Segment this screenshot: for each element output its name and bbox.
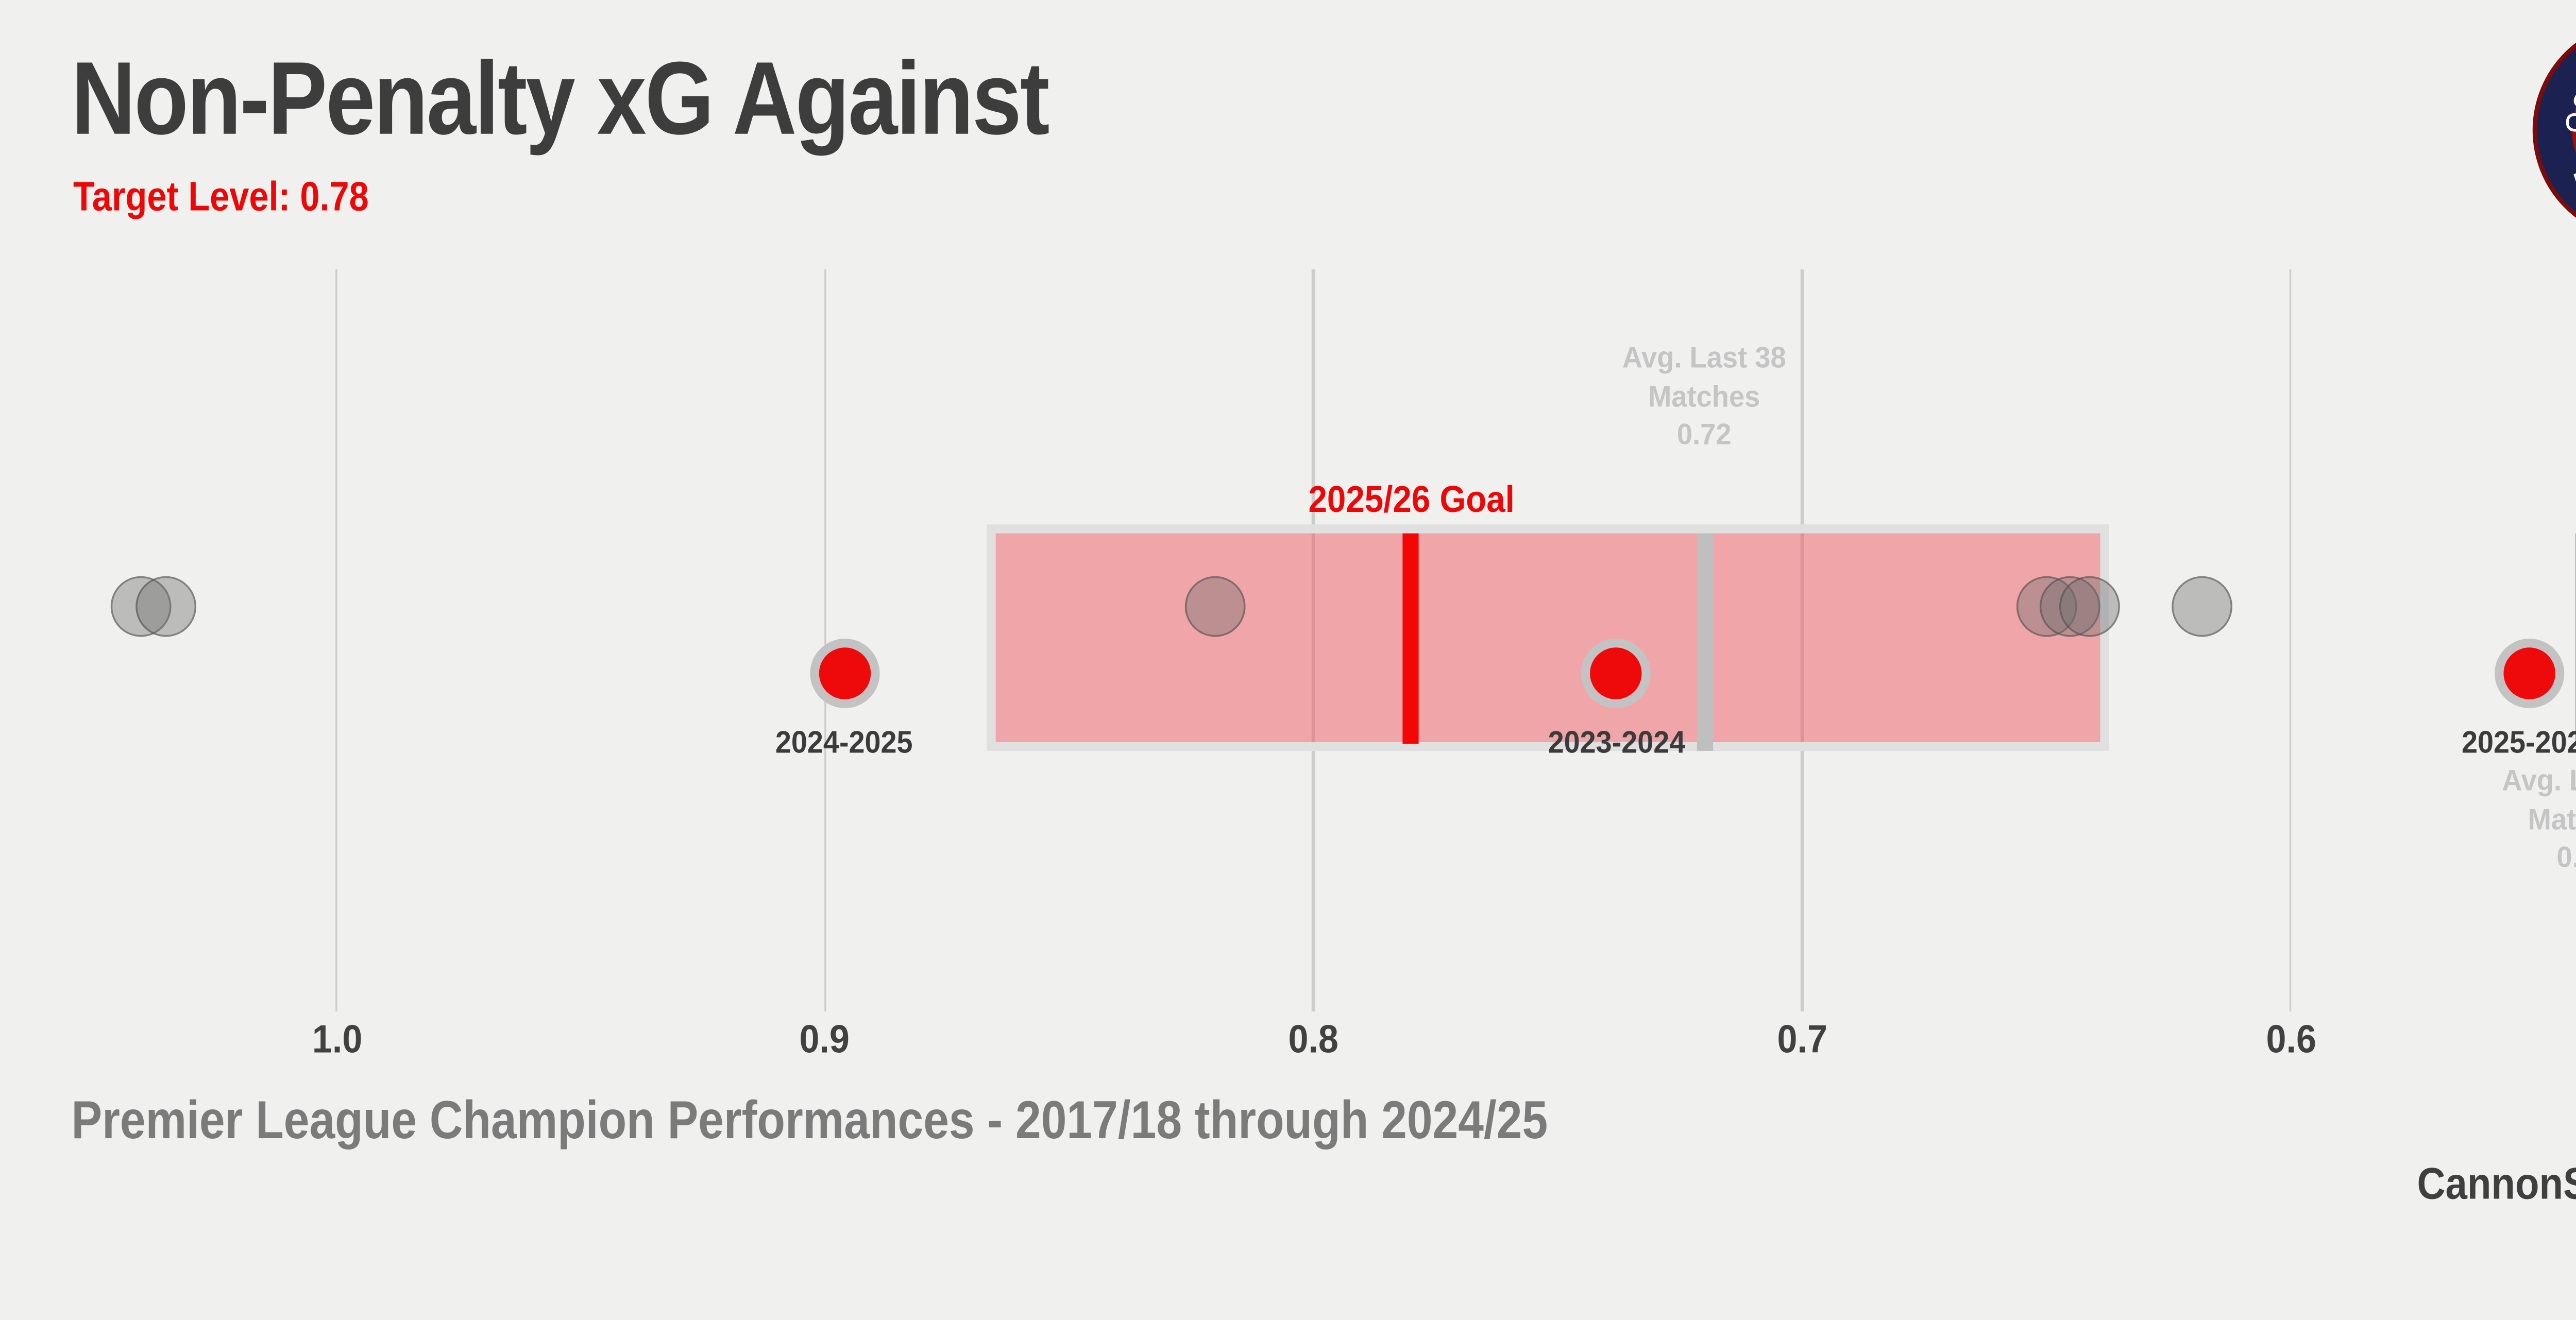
reference-label-line: Matches (1648, 381, 1760, 413)
axis-tick-label: 1.0 (311, 1017, 362, 1061)
season-label: 2025-2026 (2461, 724, 2576, 760)
axis-tick-label: 0.6 (2265, 1017, 2316, 1061)
gridline (823, 269, 826, 1012)
cannonstats-logo: CANNON STATS (2532, 42, 2576, 218)
champion-dot (2172, 576, 2233, 637)
champion-dot (2059, 576, 2121, 637)
reference-label: Avg. Last 10 Matches 0.54 (2329, 763, 2576, 878)
goal-label: 2025/26 Goal (1308, 479, 1514, 521)
reference-label-line: Avg. Last 38 (1622, 342, 1786, 375)
axis-tick-label: 0.9 (800, 1017, 850, 1061)
arsenal-dot (2495, 638, 2565, 708)
target-level-label: Target Level: 0.78 (73, 173, 369, 220)
gridline (335, 269, 338, 1012)
reference-label-line: Avg. Last 10 (2501, 765, 2576, 798)
site-name: CannonStats.com (2418, 1159, 2576, 1210)
season-label: 2024-2025 (775, 724, 913, 760)
reference-label-line: 0.72 (1676, 419, 1732, 452)
page-title: Non-Penalty xG Against (71, 41, 1050, 157)
champion-dot (135, 576, 196, 637)
reference-label: Avg. Last 38 Matches 0.72 (1450, 341, 1958, 456)
reference-line (2575, 533, 2576, 741)
cannon-icon (2566, 113, 2576, 182)
logo-navy-ring (2537, 48, 2576, 212)
goal-band (987, 524, 2109, 751)
champion-dot (1185, 576, 1246, 637)
arsenal-dot (809, 638, 879, 708)
data-credit: Data via Opta (2574, 1220, 2576, 1259)
gridline (2289, 269, 2292, 1012)
reference-line (1696, 533, 1713, 751)
axis-tick-label: 0.7 (1776, 1017, 1827, 1061)
reference-label-line: Matches (2527, 803, 2576, 836)
reference-label-line: 0.54 (2556, 842, 2576, 875)
goal-line (1403, 533, 1419, 744)
season-label: 2023-2024 (1547, 724, 1685, 760)
axis-tick-label: 0.8 (1288, 1017, 1338, 1061)
chart-caption: Premier League Champion Performances - 2… (71, 1091, 1548, 1151)
